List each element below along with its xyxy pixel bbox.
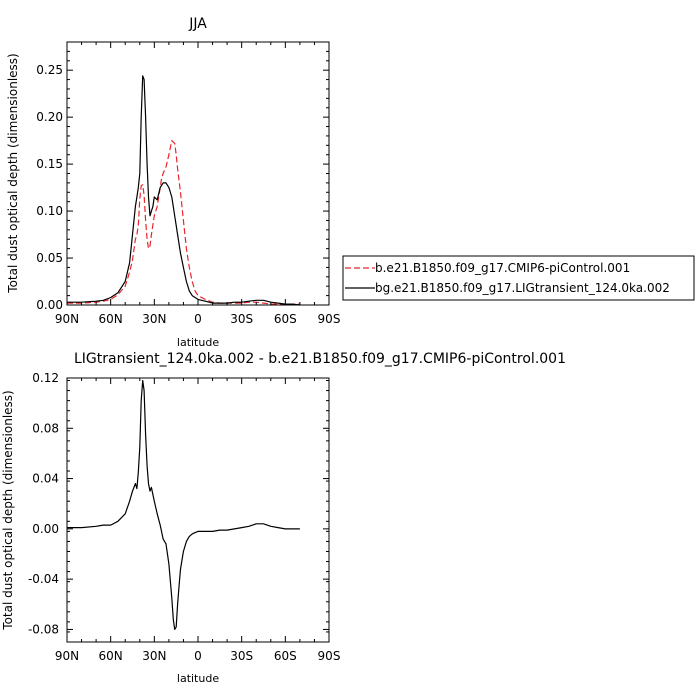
bottom-chart-title: LIGtransient_124.0ka.002 - b.e21.B1850.f… <box>74 351 566 367</box>
legend-label-ligtransient: bg.e21.B1850.f09_g17.LIGtransient_124.0k… <box>375 281 670 295</box>
top-chart-axes: 90N 60N 30N 0 30S 60S 90S 0.00 0.05 0.10 0.15 0.20 0… <box>36 41 341 326</box>
top-chart-x-tick-label: 90S <box>318 312 341 326</box>
top-chart-x-axis-label: latitude <box>177 336 219 349</box>
legend-label-picontrol: b.e21.B1850.f09_g17.CMIP6-piControl.001 <box>375 261 630 275</box>
bottom-chart-x-tick-label: 60N <box>99 649 123 663</box>
bottom-chart-y-tick-label: 0.08 <box>32 421 59 435</box>
top-chart-x-tick-label: 30S <box>230 312 253 326</box>
bottom-chart-frame <box>66 377 330 643</box>
bottom-chart-y-tick-label: 0.00 <box>32 522 59 536</box>
bottom-chart-x-tick-label: 0 <box>194 649 202 663</box>
top-chart-title: JJA <box>188 16 207 32</box>
bottom-chart-x-tick-label: 90N <box>55 649 79 663</box>
bottom-chart-y-axis-label: Total dust optical depth (dimensionless) <box>1 390 15 630</box>
top-chart-x-tick-label: 60S <box>274 312 297 326</box>
top-chart-y-tick-label: 0.10 <box>36 204 63 218</box>
bottom-chart-y-tick-label: -0.04 <box>28 572 59 586</box>
top-chart-x-tick-label: 90N <box>55 312 79 326</box>
top-chart-y-tick-label: 0.00 <box>36 298 63 312</box>
top-chart-y-tick-label: 0.15 <box>36 157 63 171</box>
top-chart-x-tick-label: 30N <box>142 312 166 326</box>
top-chart-frame <box>66 41 330 306</box>
bottom-chart-x-axis-label: latitude <box>177 672 219 685</box>
top-chart-y-tick-label: 0.25 <box>36 63 63 77</box>
bottom-chart-axes: 90N 60N 30N 0 30S 60S 90S -0.08 -0.04 0.00 0.04 0.0… <box>28 371 341 663</box>
top-chart-series-line-0 <box>67 140 300 305</box>
bottom-chart-y-tick-label: -0.08 <box>28 622 59 636</box>
top-chart-y-tick-label: 0.20 <box>36 110 63 124</box>
bottom-chart-x-tick-label: 60S <box>274 649 297 663</box>
top-chart-x-tick-label: 60N <box>99 312 123 326</box>
top-chart-series <box>67 75 300 306</box>
bottom-chart-y-tick-label: 0.12 <box>32 371 59 385</box>
top-chart-series-line-1 <box>67 75 300 306</box>
top-chart-x-tick-label: 0 <box>194 312 202 326</box>
top-chart-y-axis-label: Total dust optical depth (dimensionless) <box>6 53 20 293</box>
bottom-chart-x-tick-label: 30N <box>142 649 166 663</box>
bottom-chart-y-tick-label: 0.04 <box>32 472 59 486</box>
bottom-chart-series-line-0 <box>67 379 300 631</box>
bottom-chart-x-tick-label: 90S <box>318 649 341 663</box>
top-chart-y-tick-label: 0.05 <box>36 251 63 265</box>
legend: b.e21.B1850.f09_g17.CMIP6-piControl.001 … <box>342 255 695 301</box>
bottom-chart-x-tick-label: 30S <box>230 649 253 663</box>
legend-box <box>342 255 695 301</box>
bottom-chart-series <box>67 379 300 631</box>
